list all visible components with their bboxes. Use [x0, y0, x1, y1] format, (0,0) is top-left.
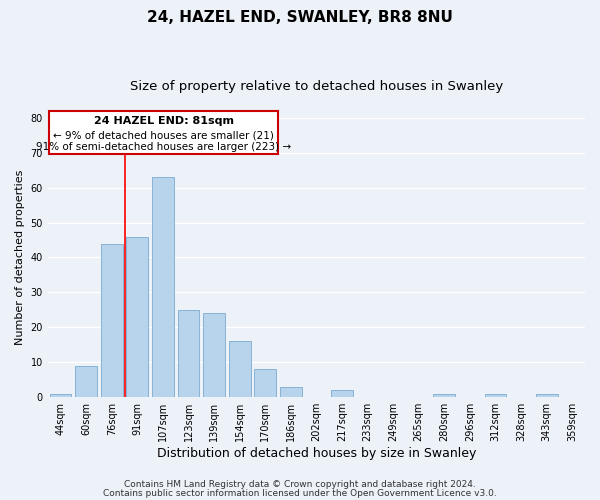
- Text: Contains public sector information licensed under the Open Government Licence v3: Contains public sector information licen…: [103, 489, 497, 498]
- Text: Contains HM Land Registry data © Crown copyright and database right 2024.: Contains HM Land Registry data © Crown c…: [124, 480, 476, 489]
- Y-axis label: Number of detached properties: Number of detached properties: [15, 170, 25, 345]
- Text: ← 9% of detached houses are smaller (21): ← 9% of detached houses are smaller (21): [53, 130, 274, 140]
- Bar: [485, 394, 506, 397]
- Bar: [49, 111, 278, 154]
- Bar: [178, 310, 199, 397]
- Text: 91% of semi-detached houses are larger (223) →: 91% of semi-detached houses are larger (…: [36, 142, 291, 152]
- Bar: [50, 394, 71, 397]
- Bar: [229, 342, 251, 397]
- Bar: [331, 390, 353, 397]
- Bar: [280, 386, 302, 397]
- Text: 24 HAZEL END: 81sqm: 24 HAZEL END: 81sqm: [94, 116, 233, 126]
- Bar: [152, 177, 174, 397]
- X-axis label: Distribution of detached houses by size in Swanley: Distribution of detached houses by size …: [157, 447, 476, 460]
- Title: Size of property relative to detached houses in Swanley: Size of property relative to detached ho…: [130, 80, 503, 93]
- Bar: [75, 366, 97, 397]
- Bar: [203, 314, 225, 397]
- Bar: [433, 394, 455, 397]
- Bar: [101, 244, 122, 397]
- Bar: [127, 236, 148, 397]
- Text: 24, HAZEL END, SWANLEY, BR8 8NU: 24, HAZEL END, SWANLEY, BR8 8NU: [147, 10, 453, 25]
- Bar: [254, 370, 276, 397]
- Bar: [536, 394, 557, 397]
